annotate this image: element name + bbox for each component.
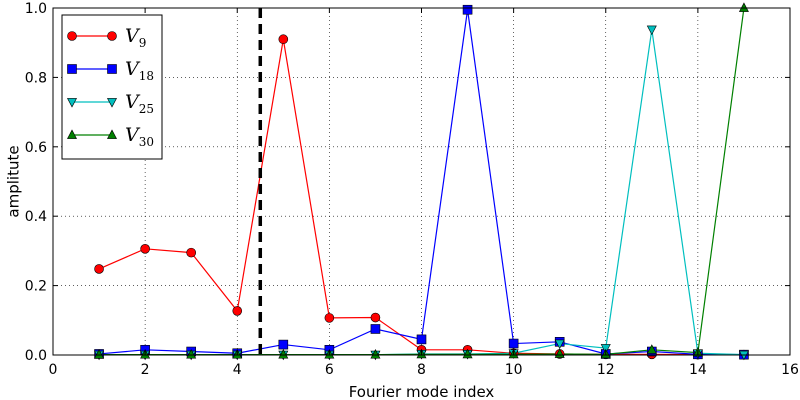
data-point [646, 25, 657, 36]
data-point [140, 244, 150, 254]
legend: V9 V18 V25 V30 [61, 14, 163, 160]
x-tick-label: 8 [417, 362, 426, 378]
data-point [94, 264, 104, 274]
y-tick-label: 0.2 [25, 279, 47, 295]
legend-marker [67, 64, 77, 74]
x-tick-label: 2 [141, 362, 150, 378]
axis-ticks: 0 2 4 6 8 10 12 14 16 0.0 0.2 0.4 0.6 0.8 1.0 [25, 1, 799, 378]
data-point [462, 348, 473, 359]
legend-label: V30 [125, 124, 154, 149]
legend-marker [107, 129, 117, 139]
x-tick-label: 16 [781, 362, 799, 378]
data-point [324, 313, 335, 323]
legend-label: V9 [125, 25, 146, 50]
data-point [554, 339, 565, 350]
x-tick-label: 12 [597, 362, 615, 378]
data-point [278, 339, 289, 350]
y-tick-label: 0.6 [25, 140, 47, 156]
legend-label: V25 [125, 91, 154, 116]
legend-marker [67, 129, 77, 139]
y-tick-label: 1.0 [25, 1, 47, 17]
data-point [186, 349, 197, 359]
y-axis-label: amplitute [4, 145, 22, 217]
data-point [370, 349, 381, 359]
legend-marker [67, 31, 77, 41]
legend-marker [107, 31, 117, 41]
x-tick-label: 14 [689, 362, 707, 378]
data-point [94, 349, 105, 359]
legend-marker [67, 98, 77, 108]
x-tick-label: 10 [505, 362, 523, 378]
legend-label: V18 [125, 58, 154, 83]
x-axis-label: Fourier mode index [349, 383, 495, 400]
grid-lines [53, 8, 790, 355]
data-point [462, 4, 473, 15]
x-tick-label: 6 [325, 362, 334, 378]
data-point [278, 349, 289, 359]
data-point [370, 324, 381, 334]
legend-marker [107, 64, 117, 74]
data-point [416, 334, 427, 345]
x-tick-label: 0 [49, 362, 58, 378]
x-tick-label: 4 [233, 362, 242, 378]
data-point [646, 344, 657, 354]
data-point [232, 306, 243, 316]
y-tick-label: 0.4 [25, 209, 47, 225]
data-point [508, 338, 519, 349]
data-point [278, 34, 289, 45]
y-tick-label: 0.8 [25, 70, 47, 86]
data-point [738, 2, 749, 12]
series-lines [98, 7, 745, 356]
data-point [370, 312, 381, 323]
data-point [186, 247, 196, 258]
y-tick-label: 0.0 [25, 348, 47, 364]
legend-marker [107, 98, 117, 108]
